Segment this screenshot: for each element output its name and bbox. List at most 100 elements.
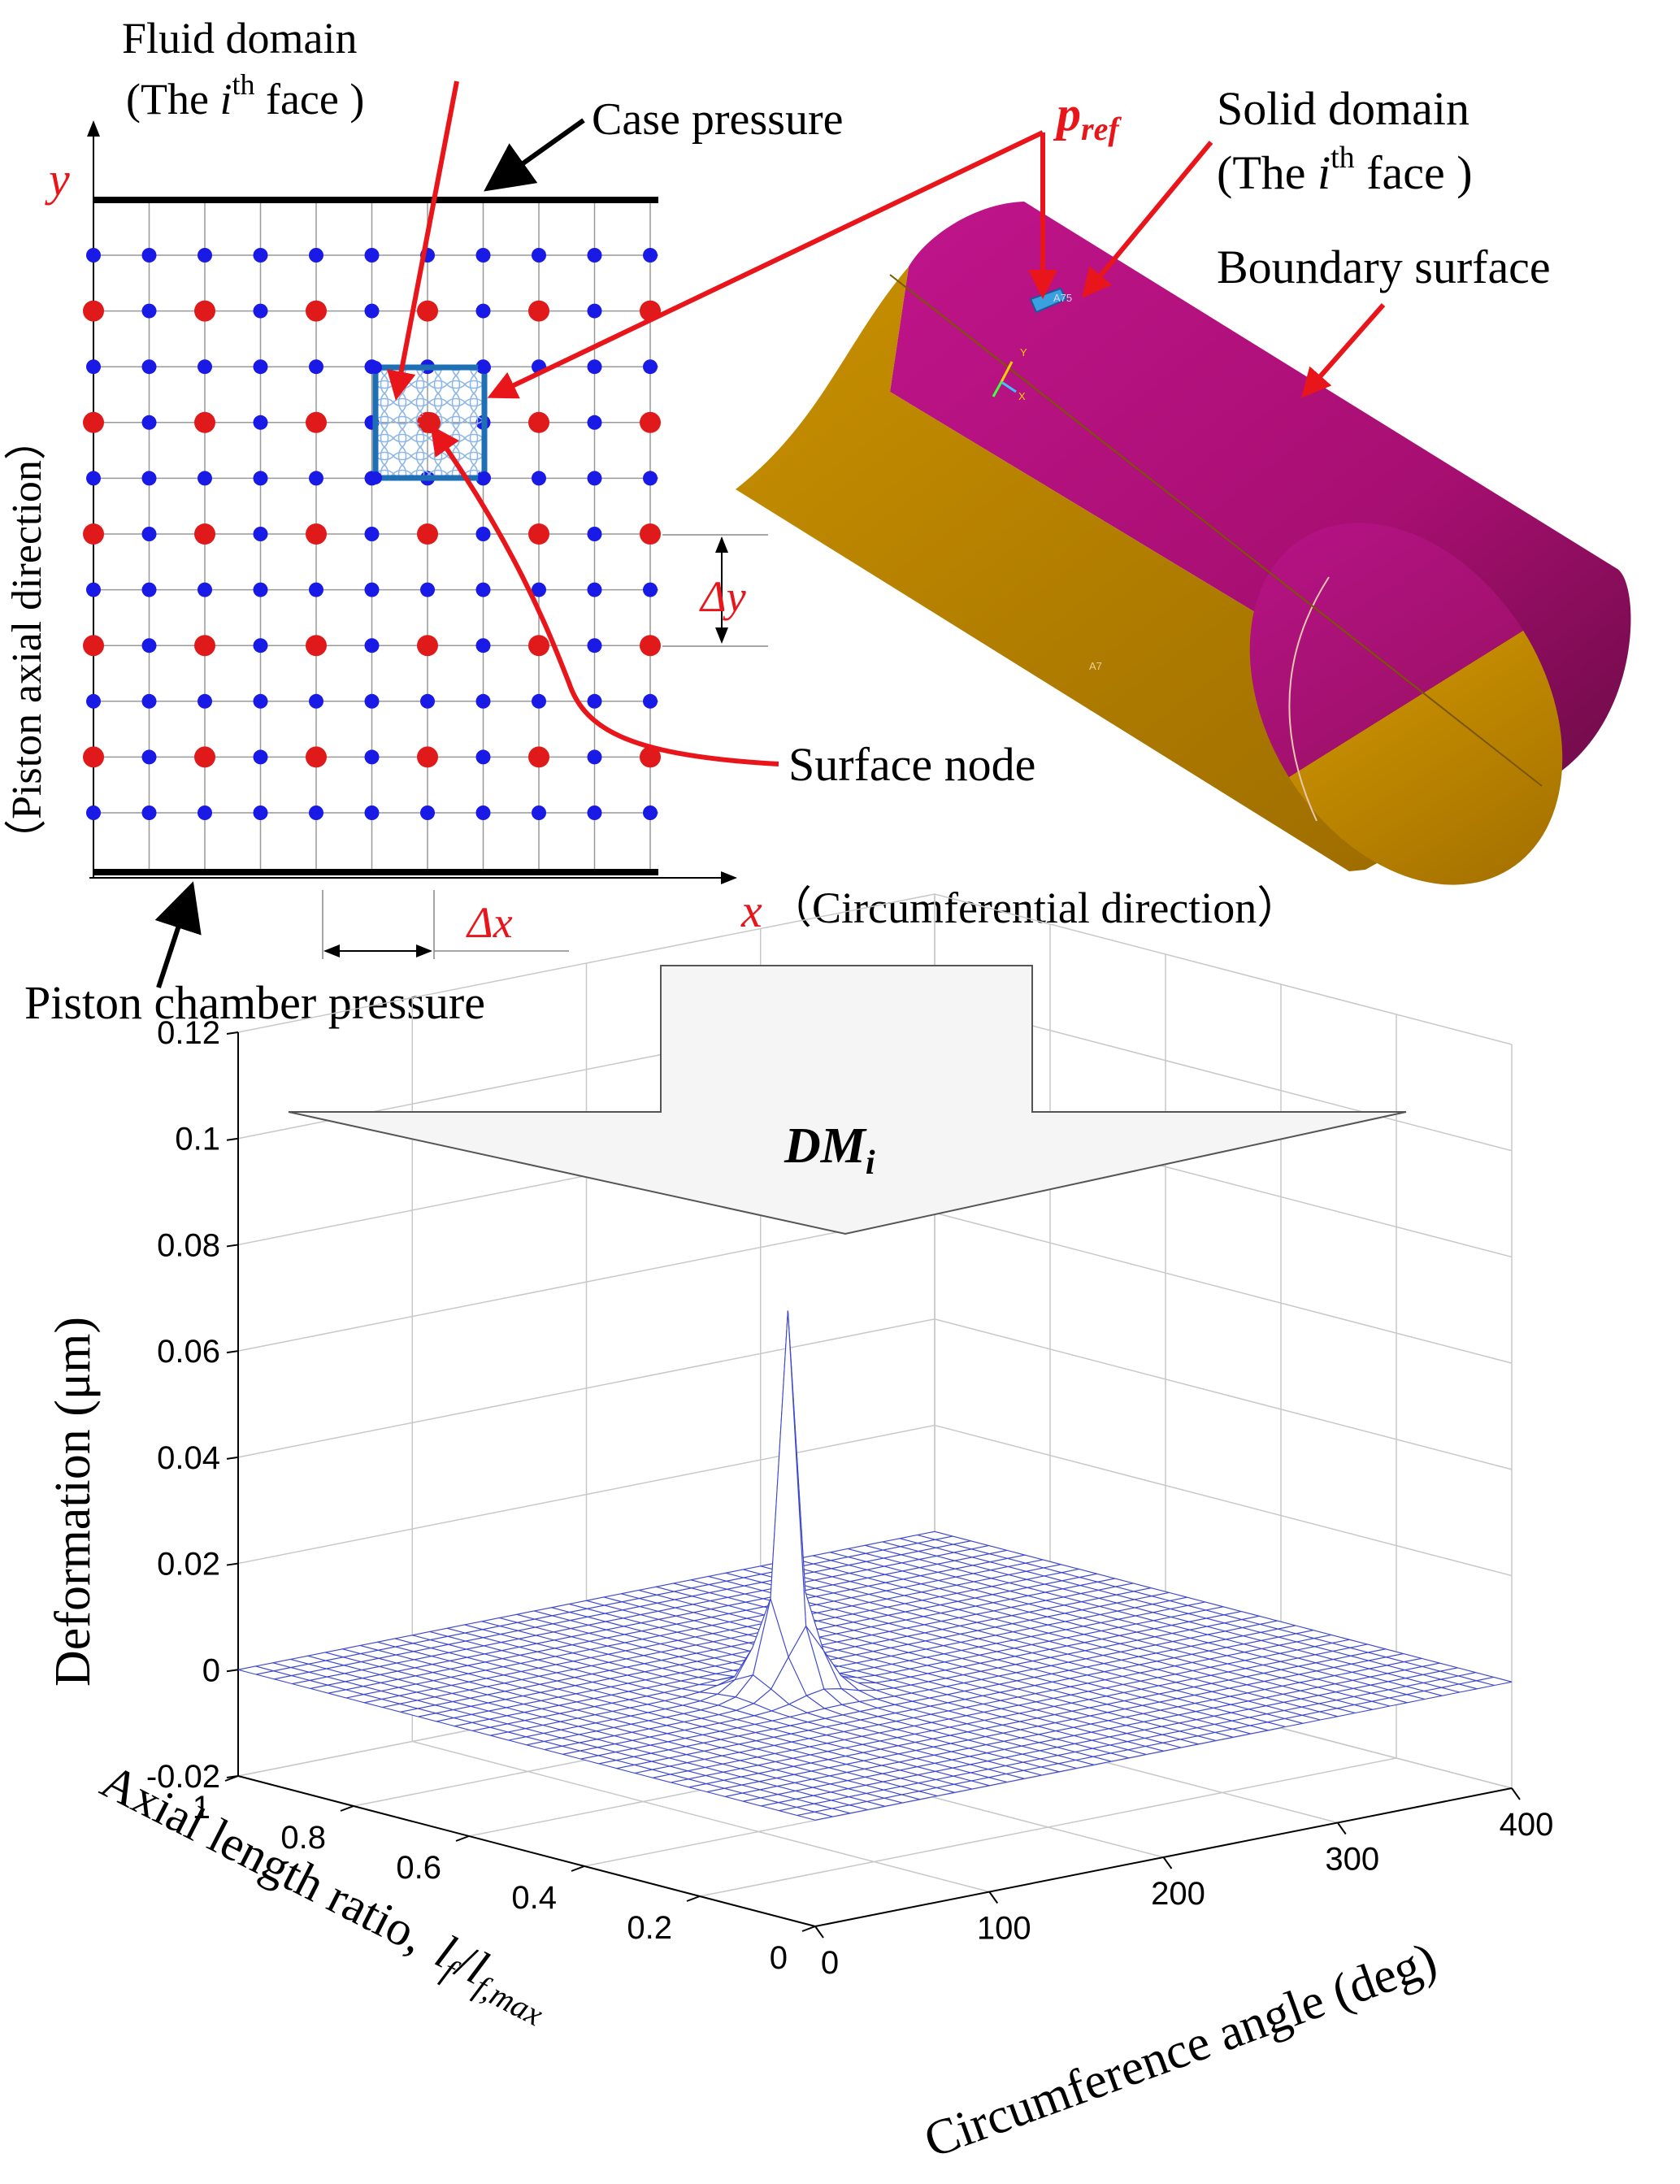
z-tick bbox=[226, 1137, 239, 1141]
triad-x-axis bbox=[1001, 380, 1017, 393]
y-tick-label: 0.6 bbox=[396, 1850, 441, 1886]
face-center-node bbox=[417, 523, 438, 545]
cylinder-end-cap bbox=[1249, 523, 1563, 885]
surface-node bbox=[643, 805, 658, 820]
boundary-surface-arrow bbox=[1301, 303, 1386, 398]
face-corner-node bbox=[478, 361, 491, 374]
z-tick bbox=[226, 1031, 239, 1035]
red-pointer-arrows bbox=[386, 80, 1386, 766]
face-center-node bbox=[83, 300, 104, 322]
chart-gridline bbox=[934, 1424, 1513, 1577]
z-tick bbox=[226, 1350, 239, 1354]
surface-node bbox=[420, 693, 435, 709]
z-tick-label: 0.06 bbox=[157, 1334, 220, 1370]
cylinder-seam-line bbox=[889, 274, 1543, 787]
face-center-node bbox=[417, 300, 438, 322]
chart-ticks: 0.12 0.1 0.08 0.06 0.04 0.02 0 -0.02 0 100 200 300 4… bbox=[146, 1015, 1554, 1981]
y-tick bbox=[801, 1926, 816, 1932]
z-tick-label: 0.1 bbox=[175, 1122, 220, 1157]
surface-node bbox=[198, 805, 212, 820]
surface-node bbox=[532, 582, 546, 597]
surface-node bbox=[420, 582, 435, 597]
surface-node-arrow bbox=[430, 425, 779, 766]
delta-y-label: Δy bbox=[699, 572, 746, 621]
y-tick-label: 1 bbox=[193, 1790, 211, 1826]
surface-node bbox=[253, 582, 268, 597]
surface-node bbox=[309, 805, 323, 820]
surface-node bbox=[587, 527, 602, 541]
y-tick-label: 0.2 bbox=[627, 1910, 672, 1946]
boundary-surface-label: Boundary surface bbox=[1217, 241, 1551, 293]
face-corner-node bbox=[369, 361, 382, 374]
y-tick bbox=[455, 1835, 470, 1842]
face-center-node bbox=[83, 746, 104, 768]
surface-node bbox=[86, 471, 101, 486]
x-tick bbox=[1511, 1787, 1521, 1800]
delta-x-label: Δx bbox=[466, 898, 513, 947]
face-center-node bbox=[640, 635, 661, 657]
fluid-domain-label: Fluid domain bbox=[122, 14, 358, 63]
surface-node bbox=[587, 471, 602, 486]
surface-node bbox=[141, 638, 157, 653]
surface-node bbox=[475, 749, 491, 765]
surface-node bbox=[587, 638, 602, 653]
surface-node bbox=[141, 693, 157, 709]
surface-node bbox=[587, 582, 602, 597]
z-tick bbox=[226, 1562, 239, 1566]
surface-node bbox=[420, 805, 435, 820]
surface-node bbox=[198, 248, 212, 263]
chart-gridline bbox=[934, 1212, 1513, 1364]
face-center-node bbox=[640, 746, 661, 768]
pref-label: pref bbox=[1053, 87, 1122, 147]
surface-node bbox=[475, 248, 491, 263]
fluid-domain-face-label: (The ith face ) bbox=[126, 68, 364, 124]
surface-node bbox=[253, 303, 268, 319]
surface-node bbox=[587, 248, 602, 263]
surface-node bbox=[198, 582, 212, 597]
face-center-node bbox=[194, 411, 215, 433]
pref-arrow-fluid bbox=[487, 130, 1044, 399]
solid-cylinder-model bbox=[736, 202, 1631, 885]
z-tick-label: 0.08 bbox=[157, 1227, 220, 1263]
solid-domain-arrow bbox=[1082, 141, 1213, 298]
face-center-node bbox=[528, 523, 549, 545]
surface-node bbox=[86, 359, 101, 375]
surface-node bbox=[309, 693, 323, 709]
x-axis-label: （Circumferential direction） bbox=[768, 884, 1300, 932]
x-axis-title: Circumference angle (deg) bbox=[918, 1932, 1444, 2169]
tag-a75: A75 bbox=[1053, 292, 1072, 304]
surface-node bbox=[587, 359, 602, 375]
piston-chamber-pressure-label: Piston chamber pressure bbox=[24, 976, 485, 1029]
surface-node bbox=[475, 693, 491, 709]
z-tick-label: 0.04 bbox=[157, 1440, 220, 1476]
surface-node bbox=[253, 359, 268, 375]
surface-node bbox=[253, 693, 268, 709]
chart-axis-edge bbox=[237, 1775, 816, 1927]
triad-y-label: Y bbox=[1020, 346, 1027, 358]
x-tick-label: 400 bbox=[1500, 1807, 1554, 1843]
x-tick-label: 0 bbox=[821, 1945, 839, 1981]
surface-node bbox=[475, 582, 491, 597]
x-tick-label: 300 bbox=[1325, 1842, 1379, 1878]
surface-node bbox=[364, 527, 380, 541]
face-center-node bbox=[194, 635, 215, 657]
face-center-node bbox=[640, 411, 661, 433]
solid-domain-label: Solid domain bbox=[1217, 82, 1469, 135]
node-grid-panel bbox=[83, 120, 768, 959]
surface-node bbox=[475, 638, 491, 653]
z-tick bbox=[226, 1456, 239, 1460]
chart-gridline bbox=[699, 1757, 1397, 1897]
surface-node bbox=[198, 471, 212, 486]
case-pressure-arrow bbox=[484, 118, 585, 192]
surface-node bbox=[253, 638, 268, 653]
face-center-node bbox=[419, 412, 441, 433]
face-center-node bbox=[306, 411, 327, 433]
surface-chart: 0.12 0.1 0.08 0.06 0.04 0.02 0 -0.02 0 100 200 300 4… bbox=[146, 893, 1554, 1981]
surface-node bbox=[364, 638, 380, 653]
surface-node bbox=[643, 359, 658, 375]
chart-gridline bbox=[412, 1740, 990, 1893]
mesh-cell bbox=[770, 1310, 807, 1659]
surface-node bbox=[587, 415, 602, 430]
y-axis-symbol: y bbox=[45, 153, 70, 206]
